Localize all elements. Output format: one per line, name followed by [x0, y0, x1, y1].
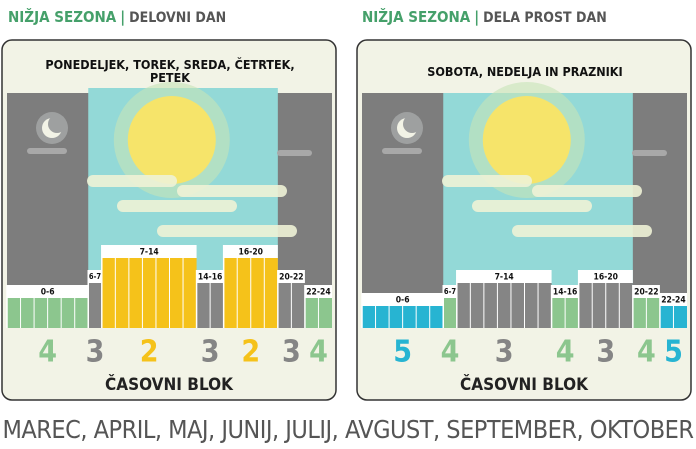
hours-label: 0-6 — [41, 288, 55, 298]
hours-label: 7-14 — [140, 248, 159, 258]
moon-cut — [48, 115, 66, 133]
cloud — [277, 150, 312, 156]
panel-title: SOBOTA, NEDELJA IN PRAZNIKI — [380, 65, 670, 78]
block-number: 4 — [309, 335, 328, 370]
moon-cut — [403, 115, 421, 133]
axis-label: ČASOVNI BLOK — [105, 373, 234, 395]
hours-label: 16-20 — [239, 248, 263, 258]
hours-label: 6-7 — [444, 287, 456, 296]
sun — [483, 96, 571, 184]
hours-label: 20-22 — [279, 273, 303, 283]
block-number: 3 — [495, 335, 514, 370]
block-number: 3 — [596, 335, 615, 370]
block-number: 2 — [241, 335, 260, 370]
cloud — [177, 185, 287, 197]
cloud — [472, 200, 592, 212]
time-bar — [88, 283, 102, 328]
cloud — [532, 185, 642, 197]
cloud — [382, 148, 422, 154]
block-number: 5 — [393, 335, 412, 370]
block-number: 4 — [556, 335, 575, 370]
axis-label: ČASOVNI BLOK — [460, 373, 589, 395]
footer: MAREC, APRIL, MAJ, JUNIJ, JULIJ, AVGUST,… — [0, 415, 696, 444]
hours-label: 14-16 — [553, 288, 577, 298]
block-number: 4 — [637, 335, 656, 370]
time-bar — [102, 258, 197, 328]
block-number: 3 — [86, 335, 105, 370]
hours-label: 22-24 — [661, 296, 685, 306]
cloud — [27, 148, 67, 154]
block-number: 4 — [38, 335, 57, 370]
hours-label: 16-20 — [594, 273, 618, 283]
panel-title: PONEDELJEK, TOREK, SREDA, ČETRTEK, PETEK — [40, 58, 300, 84]
page: NIŽJA SEZONA|DELOVNI DAN NIŽJA SEZONA|DE… — [0, 0, 696, 449]
hours-label: 0-6 — [396, 296, 410, 306]
cloud — [157, 225, 297, 237]
hours-label: 7-14 — [495, 273, 514, 283]
time-bar — [443, 298, 457, 328]
hours-label: 22-24 — [306, 288, 330, 298]
time-bar — [457, 283, 552, 328]
block-number: 5 — [664, 335, 683, 370]
block-number: 2 — [140, 335, 159, 370]
cloud — [632, 150, 667, 156]
block-number: 4 — [441, 335, 460, 370]
block-number: 3 — [282, 335, 301, 370]
cloud — [117, 200, 237, 212]
hours-label: 6-7 — [89, 272, 101, 281]
cloud — [442, 175, 532, 187]
sun — [128, 96, 216, 184]
hours-label: 20-22 — [634, 288, 658, 298]
cloud — [87, 175, 177, 187]
hours-label: 14-16 — [198, 273, 222, 283]
cloud — [512, 225, 652, 237]
block-number: 3 — [201, 335, 220, 370]
